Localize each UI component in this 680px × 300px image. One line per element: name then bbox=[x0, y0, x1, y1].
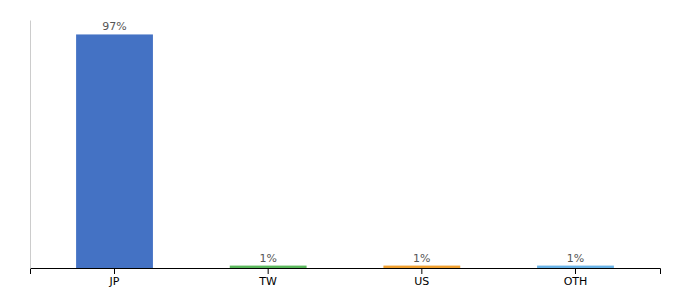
x-tick-mark bbox=[575, 268, 576, 274]
data-label: 1% bbox=[567, 252, 584, 265]
y-axis bbox=[30, 21, 31, 269]
bar bbox=[230, 266, 307, 268]
x-tick-label: JP bbox=[109, 275, 120, 288]
x-tick-mark bbox=[268, 268, 269, 274]
bar bbox=[76, 34, 153, 268]
x-tick-mark bbox=[114, 268, 115, 274]
x-tick-label: US bbox=[414, 275, 429, 288]
data-labels: 97% 1% 1% 1% bbox=[102, 20, 584, 264]
bar bbox=[383, 266, 460, 268]
chart: JP TW US OTH 97% 1% 1% 1% bbox=[0, 0, 680, 300]
x-axis-line bbox=[31, 269, 661, 275]
data-label: 1% bbox=[259, 252, 276, 265]
bar bbox=[537, 266, 614, 268]
x-axis: JP TW US OTH bbox=[31, 268, 661, 288]
data-label: 1% bbox=[413, 252, 430, 265]
x-tick-label: OTH bbox=[564, 275, 588, 288]
data-label: 97% bbox=[102, 20, 126, 33]
x-tick: TW bbox=[258, 268, 277, 288]
bars bbox=[76, 34, 614, 268]
x-tick: US bbox=[414, 268, 429, 288]
x-tick: JP bbox=[109, 268, 120, 288]
plot: JP TW US OTH 97% 1% 1% 1% bbox=[31, 20, 661, 287]
x-tick: OTH bbox=[564, 268, 588, 288]
y-axis-line bbox=[30, 21, 31, 269]
x-tick-mark bbox=[421, 268, 422, 274]
x-tick-label: TW bbox=[258, 275, 277, 288]
